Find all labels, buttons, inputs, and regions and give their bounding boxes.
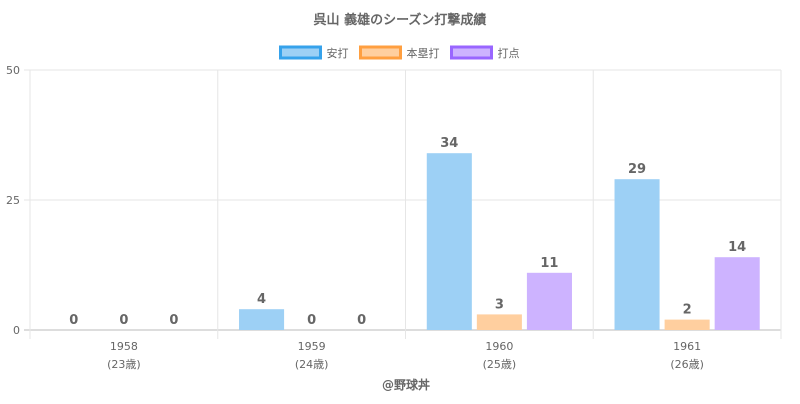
- legend: 安打 本塁打 打点: [279, 45, 520, 60]
- bar: [526, 272, 572, 330]
- x-tick-label: 1961: [673, 340, 701, 353]
- footer-credit: @野球丼: [382, 377, 430, 392]
- bar: [614, 179, 660, 330]
- data-label: 11: [540, 256, 558, 271]
- legend-label: 本塁打: [407, 46, 440, 60]
- data-label: 0: [357, 313, 366, 328]
- data-label: 0: [119, 313, 128, 328]
- data-label: 4: [257, 292, 266, 307]
- data-label: 29: [628, 162, 646, 177]
- bar: [476, 314, 522, 330]
- x-tick-sublabel: (24歳): [295, 358, 329, 371]
- bar: [664, 319, 710, 330]
- data-label: 3: [495, 297, 504, 312]
- chart-title: 呉山 義雄のシーズン打撃成績: [314, 12, 487, 28]
- data-label: 34: [440, 136, 458, 151]
- y-tick-label: 0: [13, 324, 20, 337]
- legend-swatch: [279, 45, 322, 60]
- bar: [426, 153, 472, 330]
- x-tick-label: 1959: [298, 340, 326, 353]
- legend-swatch: [450, 45, 493, 60]
- legend-label: 打点: [498, 46, 520, 60]
- data-label: 0: [169, 313, 178, 328]
- data-label: 0: [307, 313, 316, 328]
- bar: [714, 257, 760, 330]
- data-label: 14: [728, 240, 746, 255]
- x-tick-label: 1958: [110, 340, 138, 353]
- x-tick-sublabel: (25歳): [483, 358, 517, 371]
- legend-swatch: [359, 45, 402, 60]
- grid-lines: [24, 69, 782, 339]
- y-axis: 0 25 50: [6, 64, 20, 337]
- bars: [239, 153, 760, 330]
- y-tick-label: 25: [6, 194, 20, 207]
- data-label: 2: [683, 303, 692, 318]
- legend-label: 安打: [327, 46, 349, 60]
- x-axis: 1958 (23歳) 1959 (24歳) 1960 (25歳) 1961 (26歳): [107, 340, 704, 371]
- x-tick-sublabel: (26歳): [670, 358, 704, 371]
- x-tick-sublabel: (23歳): [107, 358, 141, 371]
- y-tick-label: 50: [6, 64, 20, 77]
- bar: [239, 309, 285, 330]
- data-label: 0: [69, 313, 78, 328]
- data-labels: 0 4 34 29 0 0 3 2 0 0 11 14: [69, 136, 746, 328]
- x-tick-label: 1960: [485, 340, 513, 353]
